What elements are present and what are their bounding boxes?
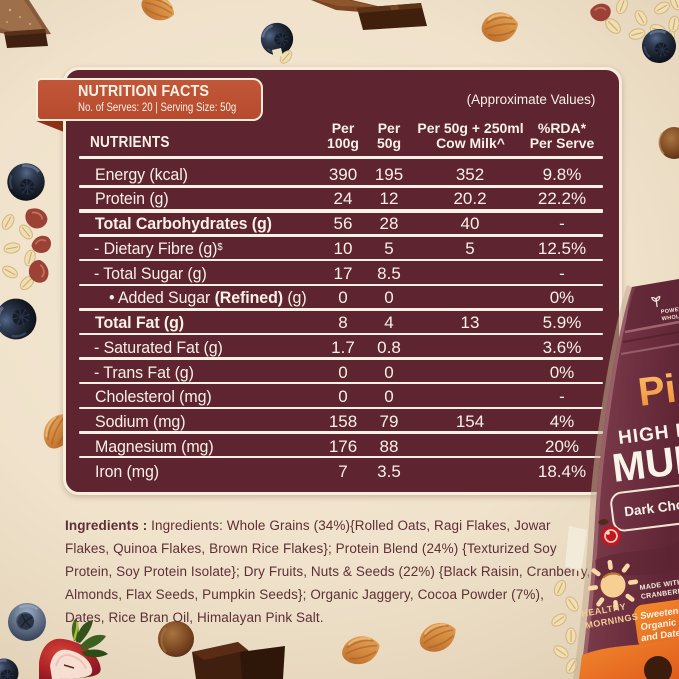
svg-text:POWERED BY: POWERED BY (661, 304, 679, 316)
svg-text:MUE: MUE (610, 436, 679, 491)
svg-text:Pi: Pi (636, 367, 679, 415)
svg-text:Dark Choc: Dark Choc (623, 496, 679, 519)
